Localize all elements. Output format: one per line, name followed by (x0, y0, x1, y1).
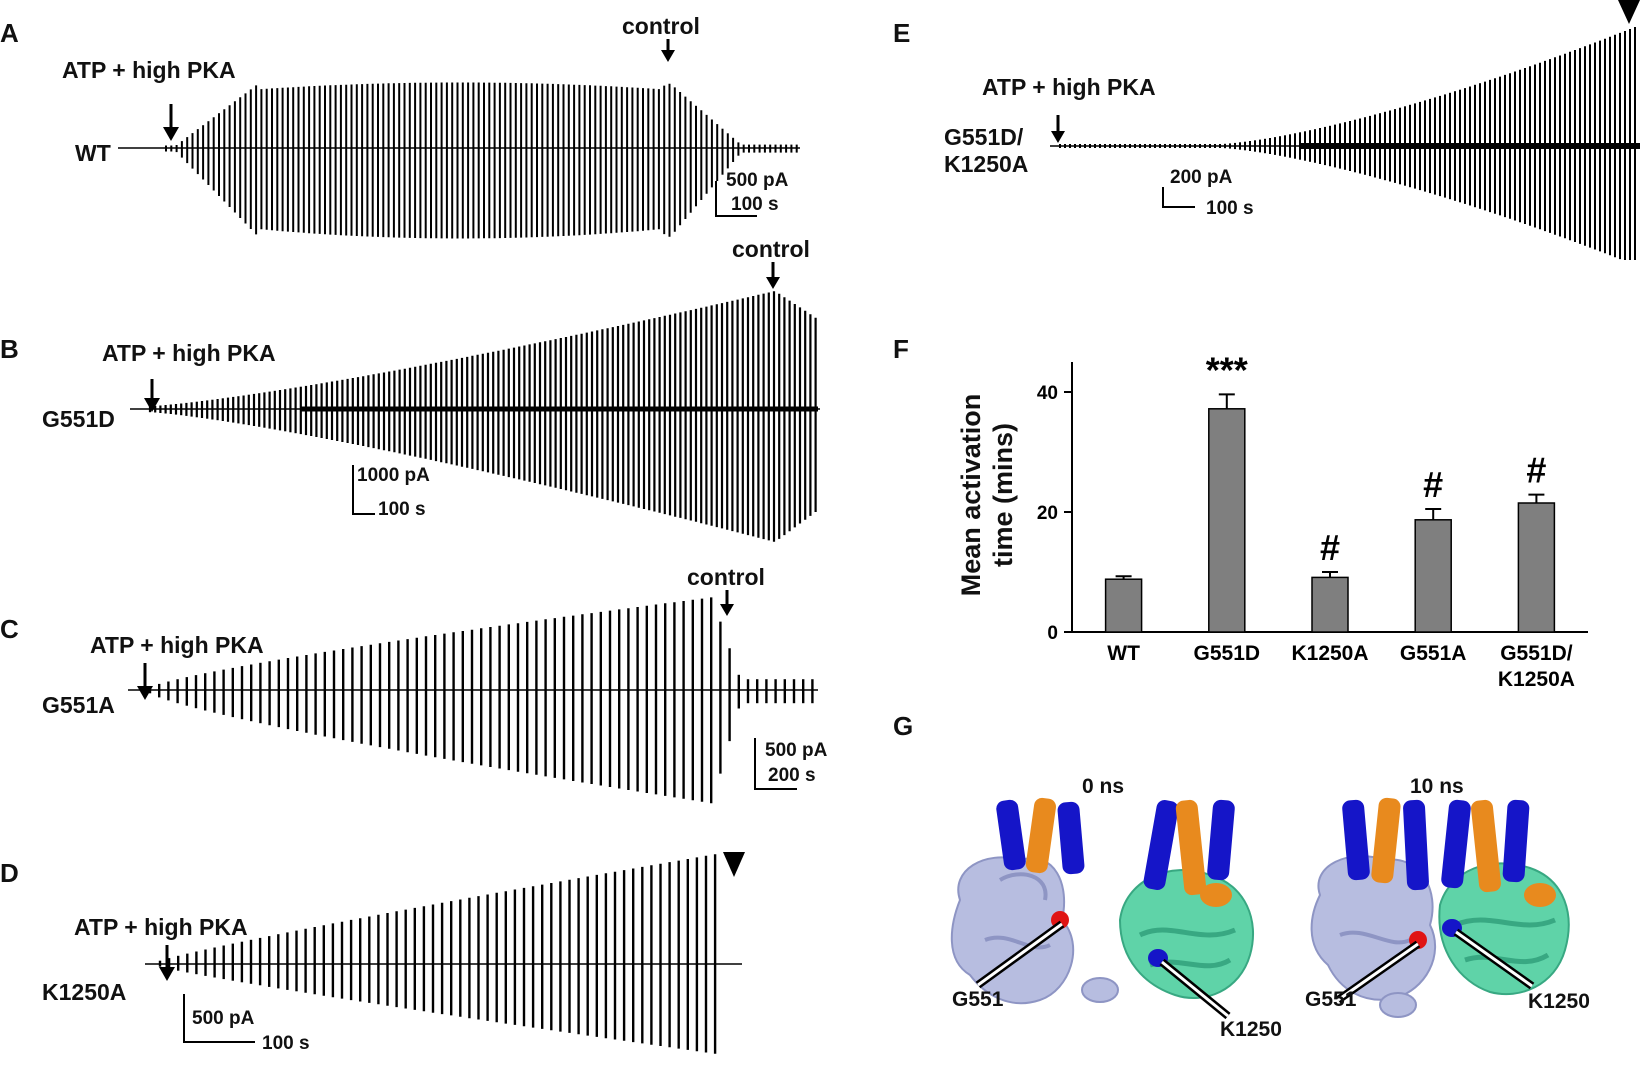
scale-current-a: 500 pA (726, 170, 789, 191)
panel-letter-g: G (893, 711, 913, 741)
construct-label-g551d: G551D (42, 406, 115, 432)
stimulus-arrow-c (137, 663, 153, 700)
stimulus-arrow-e (1051, 115, 1065, 143)
bar-0 (1104, 578, 1143, 633)
scale-time-a: 100 s (731, 194, 779, 215)
control-arrow-a (661, 39, 675, 62)
scale-current-b: 1000 pA (357, 465, 430, 486)
significance-label-4: # (1526, 450, 1546, 491)
scale-bar-a: 500 pA 100 s (715, 170, 789, 217)
panel-letter-f: F (893, 334, 909, 364)
scale-bar-c: 500 pA 200 s (754, 738, 828, 790)
current-trace-g551a (128, 597, 818, 804)
y-axis-title: Mean activation time (mins) (956, 394, 1018, 597)
control-arrow-b (766, 262, 780, 289)
y-axis-title-line2: time (mins) (988, 423, 1018, 567)
panel-b: B ATP + high PKA G551D control 1000 pA 1… (0, 236, 820, 542)
stimulus-arrow-b (144, 379, 160, 412)
panel-letter-e: E (893, 18, 910, 48)
significance-label-3: # (1423, 464, 1443, 505)
bar-chart: 0 20 40 WT *** G551D # K1250A # G551A # G551D/K1250… (1037, 349, 1588, 691)
control-label-c: control (687, 564, 765, 590)
panel-c: C ATP + high PKA G551A control 500 pA 20… (0, 564, 828, 804)
panel-g: G 0 ns 10 ns (893, 711, 1590, 1041)
y-tick-label-1: 20 (1037, 503, 1058, 524)
bar-4 (1517, 502, 1556, 633)
construct-label-e-line1: G551D/ (944, 124, 1024, 150)
bar-2 (1311, 576, 1349, 633)
panel-e: E ATP + high PKA G551D/ K1250A 200 pA 10… (893, 0, 1640, 260)
panel-f: F Mean activation time (mins) 0 20 40 WT ***… (893, 334, 1588, 691)
panel-d: D ATP + high PKA K1250A 500 pA 100 s (0, 852, 745, 1054)
residue-label-k1250-10ns: K1250 (1528, 990, 1590, 1013)
x-tick-label-4-0: G551D/ (1500, 642, 1573, 665)
stimulus-label-c: ATP + high PKA (90, 632, 264, 658)
scale-current-c: 500 pA (765, 740, 828, 761)
residue-label-g551-0ns: G551 (952, 988, 1004, 1011)
pointer-g551-0ns (975, 920, 1065, 989)
scale-bar-d: 500 pA 100 s (183, 994, 310, 1054)
residue-label-g551-10ns: G551 (1305, 988, 1357, 1011)
panel-a: A ATP + high PKA WT control 500 pA 100 s (0, 13, 800, 239)
stimulus-label-d: ATP + high PKA (74, 914, 248, 940)
scale-bar-e: 200 pA 100 s (1162, 167, 1254, 219)
pointer-g551-10ns (1335, 940, 1421, 1004)
construct-label-wt: WT (75, 140, 111, 166)
x-tick-label-0-0: WT (1107, 642, 1140, 665)
stimulus-label-b: ATP + high PKA (102, 340, 276, 366)
panel-letter-c: C (0, 614, 19, 644)
current-trace-k1250a (145, 854, 742, 1054)
scale-current-e: 200 pA (1170, 167, 1233, 188)
time-label-10ns: 10 ns (1410, 775, 1464, 798)
stimulus-label-a: ATP + high PKA (62, 57, 236, 83)
end-marker-d (723, 852, 745, 877)
current-trace-wt (118, 82, 800, 239)
y-tick-label-0: 0 (1047, 623, 1058, 644)
pointer-k1250-10ns (1453, 928, 1535, 990)
y-tick-label-2: 40 (1037, 383, 1058, 404)
stimulus-arrow-d (159, 945, 175, 981)
construct-label-e-line2: K1250A (944, 151, 1028, 177)
construct-label-g551a: G551A (42, 692, 115, 718)
control-arrow-c (720, 590, 734, 616)
scale-time-c: 200 s (768, 765, 816, 786)
significance-label-2: # (1320, 527, 1340, 568)
control-label-a: control (622, 13, 700, 39)
x-tick-label-3-0: G551A (1400, 642, 1467, 665)
panel-letter-a: A (0, 18, 19, 48)
panel-letter-b: B (0, 334, 19, 364)
x-tick-label-4-1: K1250A (1498, 668, 1575, 691)
scale-time-b: 100 s (378, 499, 426, 520)
control-label-b: control (732, 236, 810, 262)
bar-3 (1414, 519, 1452, 633)
residue-label-k1250-0ns: K1250 (1220, 1018, 1282, 1041)
protein-structure-0ns (950, 797, 1255, 1005)
stimulus-label-e: ATP + high PKA (982, 74, 1156, 100)
pointer-k1250-0ns (1159, 958, 1231, 1020)
scale-bar-b: 1000 pA 100 s (352, 465, 430, 520)
scale-time-e: 100 s (1206, 198, 1254, 219)
end-marker-e (1618, 0, 1640, 24)
construct-label-k1250a: K1250A (42, 979, 126, 1005)
y-axis-title-line1: Mean activation (956, 394, 986, 597)
scale-current-d: 500 pA (192, 1008, 255, 1029)
scale-time-d: 100 s (262, 1033, 310, 1054)
current-trace-g551d-k1250a (1050, 27, 1640, 260)
bar-1 (1208, 408, 1246, 633)
time-label-0ns: 0 ns (1082, 775, 1124, 798)
panel-letter-d: D (0, 858, 19, 888)
significance-label-1: *** (1206, 349, 1248, 390)
x-tick-label-1-0: G551D (1194, 642, 1261, 665)
protein-structure-10ns (1310, 797, 1570, 1018)
stimulus-arrow-a (163, 104, 179, 141)
x-tick-label-2-0: K1250A (1291, 642, 1368, 665)
current-trace-g551d (130, 291, 820, 542)
